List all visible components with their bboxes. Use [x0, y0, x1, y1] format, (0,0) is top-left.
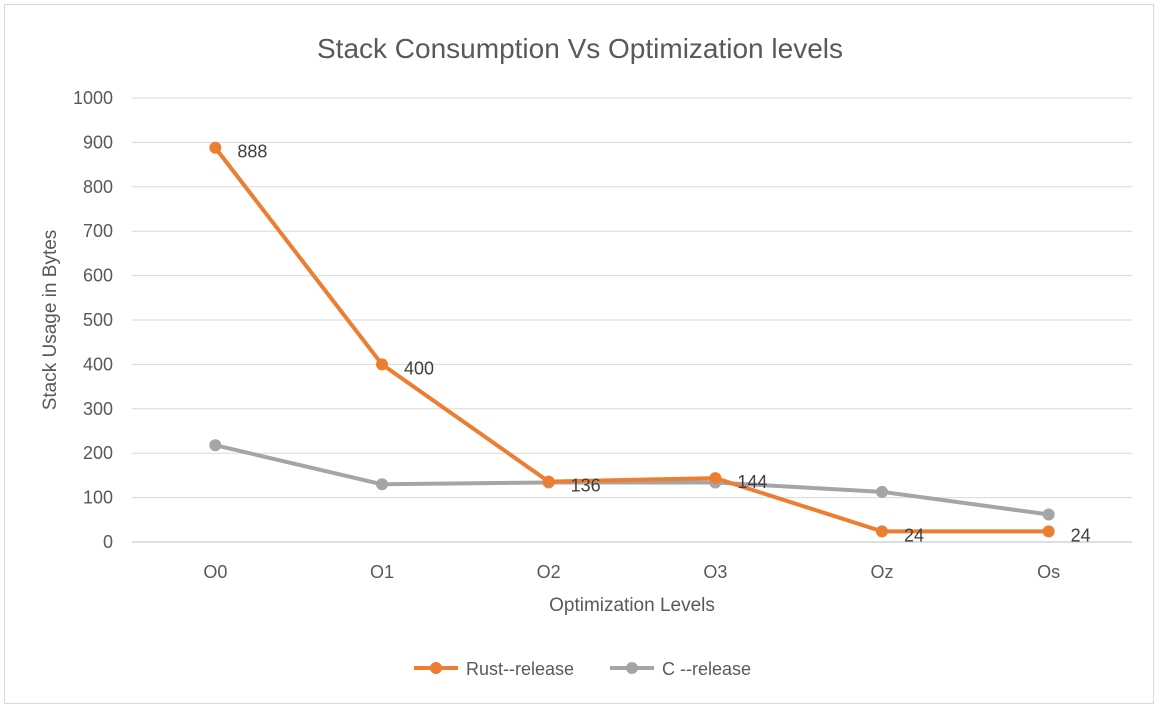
legend-item: C --release — [610, 659, 751, 679]
legend-label: C --release — [662, 659, 751, 679]
data-point — [209, 439, 222, 452]
legend-marker — [626, 662, 638, 674]
data-point — [376, 358, 388, 371]
y-tick-label: 700 — [83, 221, 113, 241]
x-tick-label: O2 — [537, 562, 561, 582]
x-axis-ticks: O0 O1 O2 O3 Oz Os — [203, 562, 1060, 582]
data-point — [1042, 525, 1055, 538]
y-tick-label: 300 — [83, 399, 113, 419]
data-point — [709, 472, 722, 485]
series-layer — [209, 141, 1055, 538]
legend: Rust--release C --release — [414, 659, 751, 679]
y-tick-label: 500 — [83, 310, 113, 330]
y-axis-ticks: 0 100 200 300 400 500 600 700 800 900 1000 — [73, 88, 113, 552]
data-label: 144 — [737, 472, 767, 492]
y-tick-label: 900 — [83, 132, 113, 152]
legend-item: Rust--release — [414, 659, 574, 679]
y-tick-label: 1000 — [73, 88, 113, 108]
chart-frame — [4, 4, 1154, 704]
x-tick-label: Oz — [870, 562, 893, 582]
x-axis-label: Optimization Levels — [549, 595, 715, 616]
y-tick-label: 800 — [83, 177, 113, 197]
x-tick-label: Os — [1037, 562, 1060, 582]
y-tick-label: 0 — [103, 532, 113, 552]
data-point — [209, 141, 222, 154]
data-point — [542, 475, 555, 488]
data-point — [876, 525, 888, 538]
data-point — [1042, 508, 1055, 521]
y-axis-label: Stack Usage in Bytes — [40, 230, 61, 411]
series-line — [213, 146, 1049, 534]
data-label: 24 — [1071, 525, 1091, 545]
data-label: 136 — [571, 476, 601, 496]
data-label: 24 — [904, 525, 924, 545]
chart-title: Stack Consumption Vs Optimization levels — [317, 33, 843, 64]
legend-marker — [430, 662, 442, 674]
data-point — [876, 485, 888, 498]
x-tick-label: O3 — [703, 562, 727, 582]
gridlines — [132, 97, 1132, 543]
series-line — [214, 443, 1049, 517]
x-tick-label: O0 — [203, 562, 227, 582]
y-tick-label: 200 — [83, 443, 113, 463]
data-labels: 888 400 136 144 24 24 — [237, 142, 1090, 546]
data-point — [376, 478, 388, 491]
y-tick-label: 400 — [83, 354, 113, 374]
x-tick-label: O1 — [370, 562, 394, 582]
data-label: 888 — [237, 142, 267, 162]
legend-label: Rust--release — [466, 659, 574, 679]
y-tick-label: 100 — [83, 488, 113, 508]
data-label: 400 — [404, 358, 434, 378]
y-tick-label: 600 — [83, 266, 113, 286]
